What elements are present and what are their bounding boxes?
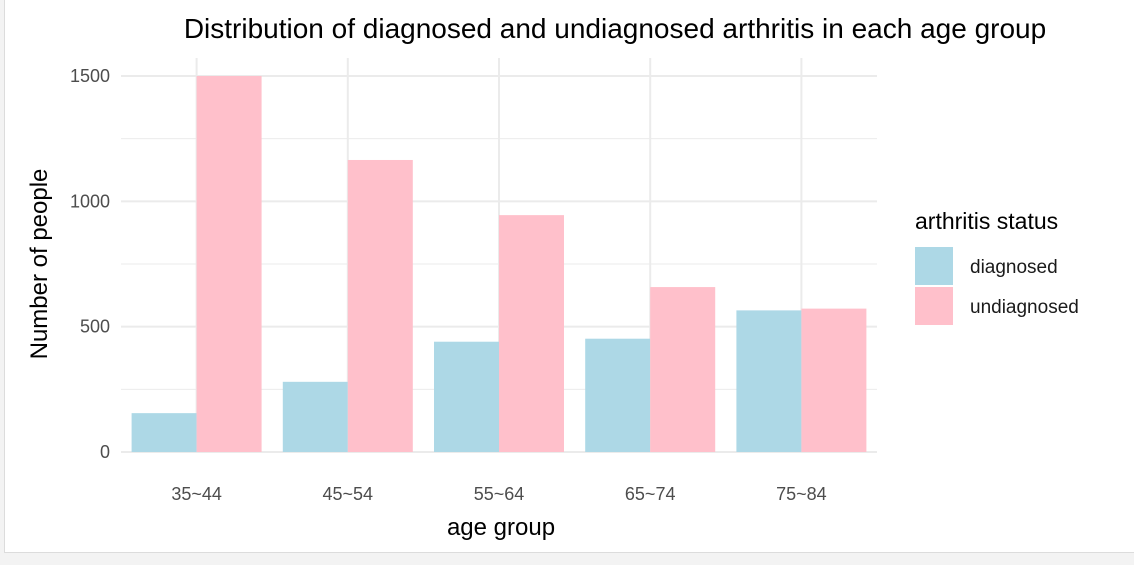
bar-diagnosed — [434, 341, 499, 452]
bar-diagnosed — [585, 338, 651, 452]
x-tick-label: 45~54 — [323, 484, 374, 504]
bar-undiagnosed — [347, 159, 413, 452]
bar-diagnosed — [736, 310, 802, 452]
x-tick-label: 75~84 — [776, 484, 827, 504]
bar-undiagnosed — [801, 308, 867, 452]
y-tick-labels: 0 500 1000 1500 — [70, 66, 110, 462]
legend: arthritis status diagnosed undiagnosed — [915, 208, 1079, 325]
chart-title: Distribution of diagnosed and undiagnose… — [184, 13, 1046, 44]
legend-key-undiagnosed — [915, 287, 953, 325]
bar-undiagnosed — [650, 287, 716, 452]
y-tick-label: 1500 — [70, 66, 110, 86]
chart-figure: 0 500 1000 1500 35~44 45~54 55~64 65~74 75~84 D… — [4, 0, 1134, 553]
bar-diagnosed — [282, 381, 348, 452]
bar-chart: 0 500 1000 1500 35~44 45~54 55~64 65~74 75~84 D… — [26, 13, 1079, 541]
y-tick-label: 1000 — [70, 191, 110, 211]
y-tick-label: 0 — [100, 442, 110, 462]
legend-title: arthritis status — [915, 208, 1058, 234]
bar-undiagnosed — [499, 215, 564, 452]
legend-label-diagnosed: diagnosed — [970, 257, 1058, 278]
y-tick-label: 500 — [80, 317, 110, 337]
x-tick-label: 35~44 — [171, 484, 222, 504]
legend-key-diagnosed — [915, 247, 953, 285]
x-axis-title: age group — [447, 514, 555, 541]
bar-undiagnosed — [196, 76, 262, 452]
bars-layer — [131, 76, 867, 452]
legend-items: diagnosed undiagnosed — [915, 247, 1079, 325]
legend-label-undiagnosed: undiagnosed — [970, 297, 1079, 318]
x-tick-label: 55~64 — [474, 484, 525, 504]
x-tick-labels: 35~44 45~54 55~64 65~74 75~84 — [171, 484, 826, 504]
y-axis-title: Number of people — [26, 169, 53, 360]
bar-diagnosed — [131, 413, 197, 452]
x-tick-label: 65~74 — [625, 484, 676, 504]
